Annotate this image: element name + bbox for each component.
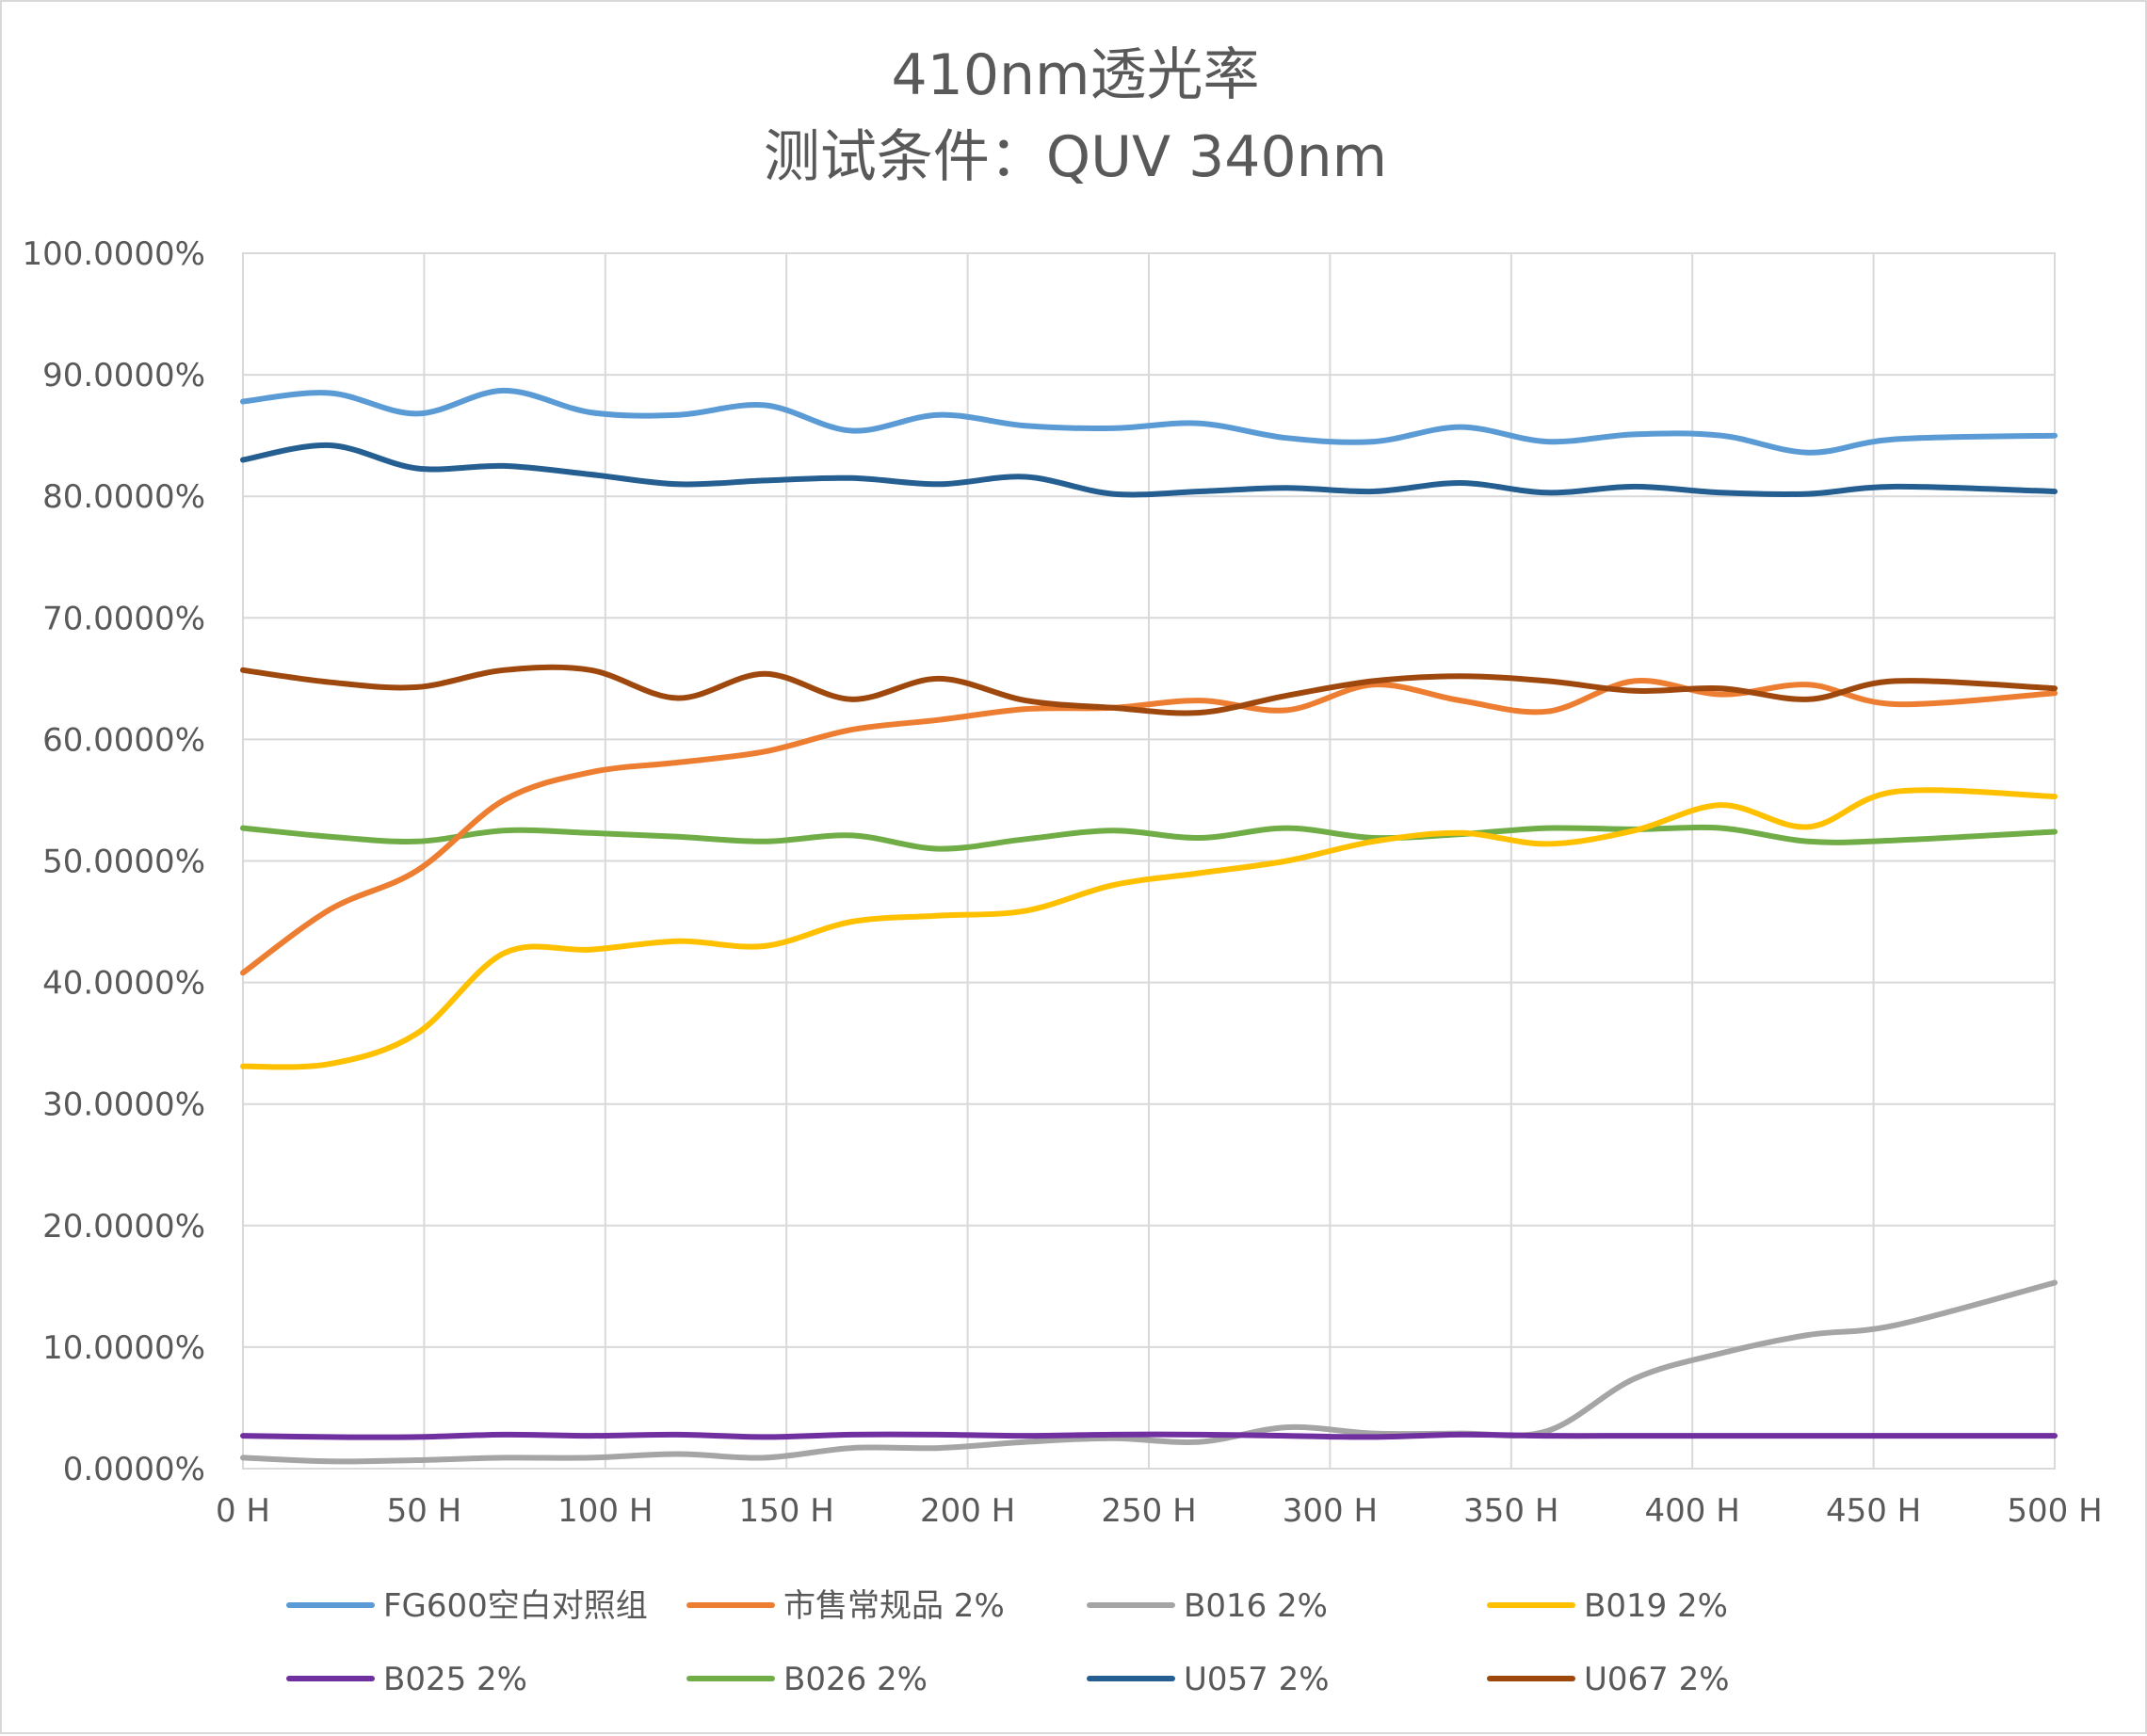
y-tick-label: 90.0000% bbox=[42, 357, 205, 394]
x-tick-label: 300 H bbox=[1283, 1492, 1378, 1530]
x-tick-label: 100 H bbox=[557, 1492, 653, 1530]
y-tick-label: 0.0000% bbox=[63, 1451, 205, 1488]
series-line bbox=[240, 387, 2058, 456]
legend-entry: FG600空白对照组 bbox=[286, 1587, 648, 1625]
x-tick-label: 250 H bbox=[1101, 1492, 1196, 1530]
y-axis-tick-labels: 0.0000% 10.0000% 20.0000% 30.0000% 40.0000% 5… bbox=[22, 235, 205, 1488]
legend-entry: 市售常规品 2% bbox=[686, 1587, 1005, 1625]
legend-label: B026 2% bbox=[783, 1661, 928, 1698]
legend-label: U057 2% bbox=[1184, 1661, 1330, 1698]
series-line bbox=[240, 824, 2058, 852]
y-tick-label: 100.0000% bbox=[22, 235, 205, 273]
x-tick-label: 450 H bbox=[1826, 1492, 1921, 1530]
legend-entry: U057 2% bbox=[1087, 1661, 1330, 1698]
legend-entry: B025 2% bbox=[286, 1661, 527, 1698]
legend: FG600空白对照组 市售常规品 2% B016 2% B019 2% B025 2% B… bbox=[286, 1587, 1730, 1698]
gridlines bbox=[242, 252, 2056, 1470]
legend-label: U067 2% bbox=[1584, 1661, 1730, 1698]
x-tick-label: 0 H bbox=[216, 1492, 270, 1530]
series-line bbox=[240, 664, 2058, 716]
series-line bbox=[240, 442, 2058, 498]
chart-subtitle: 测试条件：QUV 340nm bbox=[764, 124, 1387, 190]
series-line bbox=[240, 1279, 2058, 1465]
legend-label: FG600空白对照组 bbox=[383, 1587, 648, 1625]
legend-label: B016 2% bbox=[1184, 1587, 1328, 1625]
series-line bbox=[240, 1431, 2058, 1440]
x-tick-label: 400 H bbox=[1645, 1492, 1740, 1530]
x-tick-label: 200 H bbox=[920, 1492, 1015, 1530]
y-tick-label: 60.0000% bbox=[42, 721, 205, 759]
x-tick-label: 350 H bbox=[1463, 1492, 1558, 1530]
series-lines bbox=[240, 387, 2058, 1465]
y-tick-label: 50.0000% bbox=[42, 844, 205, 881]
y-tick-label: 10.0000% bbox=[42, 1329, 205, 1367]
y-tick-label: 30.0000% bbox=[42, 1086, 205, 1124]
legend-entry: U067 2% bbox=[1487, 1661, 1730, 1698]
plot-area-border bbox=[242, 252, 2056, 1470]
y-tick-label: 70.0000% bbox=[42, 600, 205, 637]
legend-entry: B016 2% bbox=[1087, 1587, 1328, 1625]
y-tick-label: 80.0000% bbox=[42, 478, 205, 516]
legend-label: B025 2% bbox=[383, 1661, 527, 1698]
x-tick-label: 500 H bbox=[2007, 1492, 2102, 1530]
x-tick-label: 50 H bbox=[387, 1492, 462, 1530]
legend-label: 市售常规品 2% bbox=[783, 1587, 1005, 1625]
chart-title: 410nm透光率 bbox=[892, 42, 1260, 108]
x-axis-tick-labels: 0 H 50 H 100 H 150 H 200 H 250 H 300 H 350 H 400… bbox=[216, 1492, 2103, 1530]
legend-entry: B026 2% bbox=[686, 1661, 928, 1698]
legend-label: B019 2% bbox=[1584, 1587, 1728, 1625]
legend-entry: B019 2% bbox=[1487, 1587, 1728, 1625]
x-tick-label: 150 H bbox=[739, 1492, 834, 1530]
y-tick-label: 40.0000% bbox=[42, 965, 205, 1003]
y-tick-label: 20.0000% bbox=[42, 1208, 205, 1246]
series-line bbox=[240, 787, 2058, 1070]
